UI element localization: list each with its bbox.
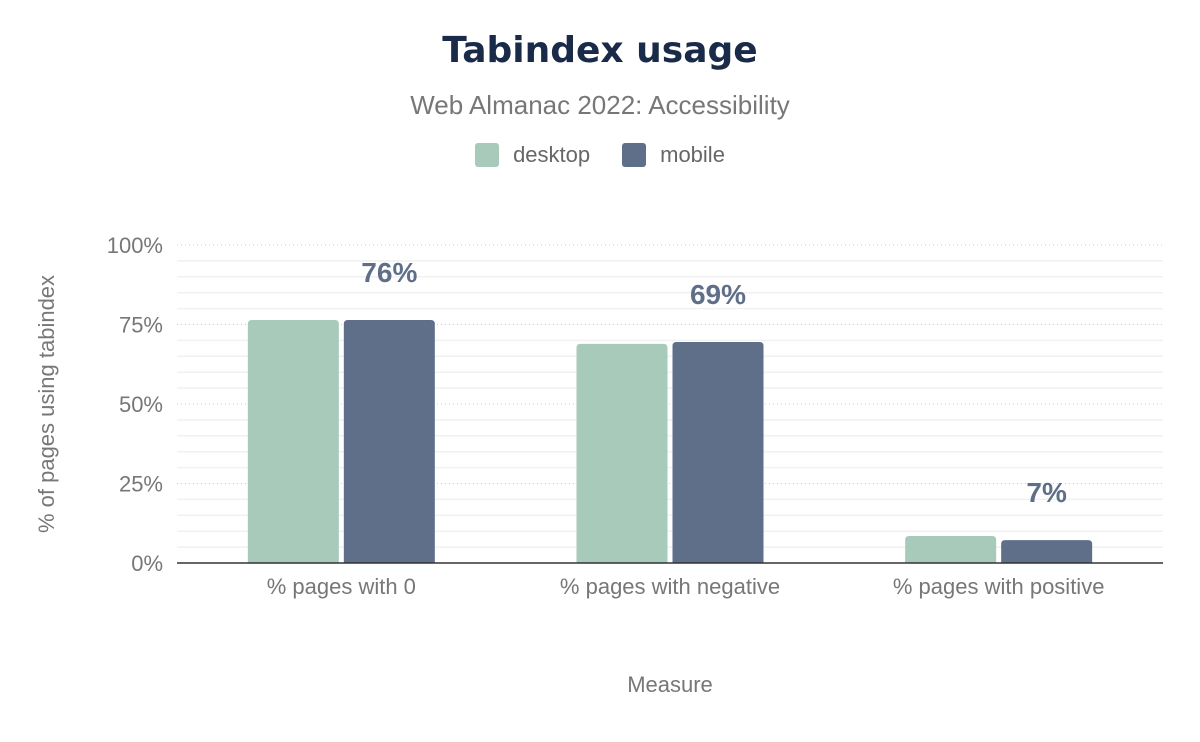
bar-mobile[interactable] xyxy=(1001,540,1093,563)
x-tick-label: % pages with 0 xyxy=(267,574,416,599)
bar-mobile[interactable] xyxy=(343,320,435,563)
legend-label-mobile: mobile xyxy=(660,142,725,167)
data-label: 69% xyxy=(690,279,746,310)
y-tick-label: 75% xyxy=(119,313,163,338)
legend-label-desktop: desktop xyxy=(513,142,591,167)
y-tick-label: 25% xyxy=(119,472,163,497)
bar-desktop[interactable] xyxy=(247,320,339,563)
legend-item-desktop[interactable]: desktop xyxy=(475,142,590,168)
legend-swatch-desktop xyxy=(475,143,500,167)
y-axis-label: % of pages using tabindex xyxy=(34,275,59,533)
y-tick-label: 0% xyxy=(131,551,163,576)
x-tick-label: % pages with positive xyxy=(893,574,1105,599)
y-axis-ticks: 0% 25% 50% 75% 100% xyxy=(107,233,163,576)
x-tick-label: % pages with negative xyxy=(560,574,780,599)
y-tick-label: 100% xyxy=(107,233,163,258)
grid xyxy=(177,244,1163,548)
legend-item-mobile[interactable]: mobile xyxy=(622,142,725,168)
bar-desktop[interactable] xyxy=(905,535,997,563)
bars: 76% 69% 7% xyxy=(247,257,1093,563)
legend-swatch-mobile xyxy=(622,143,647,167)
data-label: 7% xyxy=(1026,477,1067,508)
x-axis-label: Measure xyxy=(627,672,713,697)
legend: desktop mobile xyxy=(0,142,1200,168)
bar-desktop[interactable] xyxy=(576,343,668,563)
data-label: 76% xyxy=(361,257,417,288)
y-tick-label: 50% xyxy=(119,392,163,417)
chart-title: Tabindex usage xyxy=(442,30,758,71)
chart-subtitle: Web Almanac 2022: Accessibility xyxy=(410,90,790,120)
bar-mobile[interactable] xyxy=(672,341,764,563)
x-axis-ticks: % pages with 0 % pages with negative % pag… xyxy=(267,574,1105,599)
